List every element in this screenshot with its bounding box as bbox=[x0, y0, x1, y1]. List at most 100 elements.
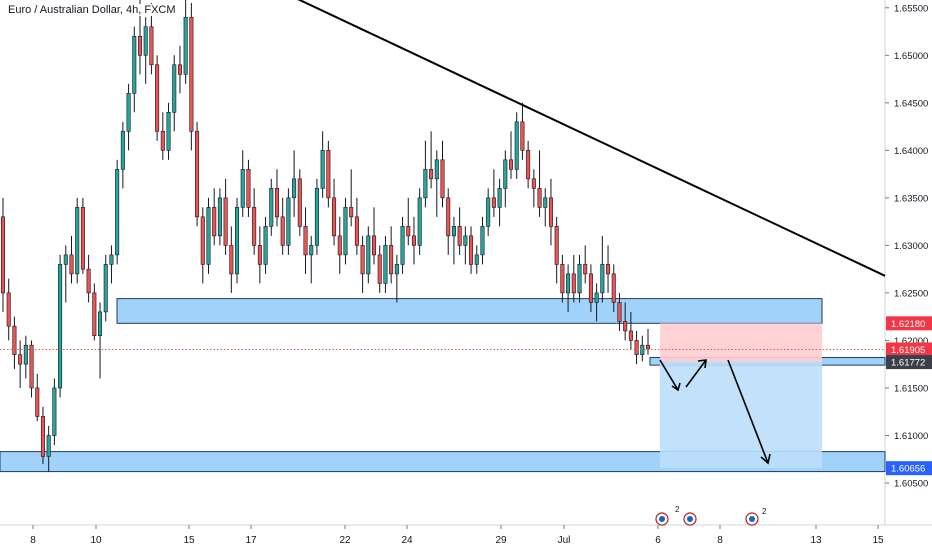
candle-body bbox=[366, 235, 371, 275]
candle-body bbox=[411, 235, 416, 246]
candle-body bbox=[372, 235, 377, 256]
resistance-zone bbox=[116, 298, 823, 324]
economic-event-flag-icon[interactable] bbox=[683, 512, 697, 526]
projection-arrow-up bbox=[685, 359, 707, 388]
candle-body bbox=[645, 344, 651, 350]
candle-body bbox=[115, 169, 120, 256]
candle-body bbox=[474, 254, 479, 265]
candle-body bbox=[98, 311, 103, 336]
event-flag-dot bbox=[749, 516, 755, 522]
candle-body bbox=[360, 245, 365, 275]
price-tick-label: 1.63000 bbox=[894, 241, 928, 252]
candle-body bbox=[332, 197, 337, 237]
candle-body bbox=[457, 226, 462, 246]
candle-body bbox=[63, 254, 68, 265]
event-count-label: 2 bbox=[762, 507, 767, 516]
candle-body bbox=[446, 197, 451, 237]
price-tick-label: 1.60500 bbox=[894, 479, 928, 490]
candle-body bbox=[58, 264, 63, 389]
arrowhead bbox=[671, 382, 681, 392]
price-tick-label: 1.63500 bbox=[894, 193, 928, 204]
candle-body bbox=[554, 226, 559, 265]
candle-body bbox=[269, 188, 274, 227]
candle-body bbox=[103, 264, 108, 313]
candle-body bbox=[600, 264, 605, 294]
candle-body bbox=[200, 216, 205, 265]
candle-body bbox=[149, 26, 154, 66]
price-badge-label: 1.61905 bbox=[891, 345, 925, 356]
candle-body bbox=[280, 216, 285, 246]
time-tick-label: 22 bbox=[339, 535, 351, 546]
price-badge bbox=[886, 461, 932, 476]
arrowhead bbox=[760, 453, 771, 465]
candle-body bbox=[628, 330, 633, 341]
candle-body bbox=[560, 264, 565, 294]
candle-body bbox=[429, 169, 434, 180]
candle-body bbox=[246, 169, 251, 208]
take-profit-area bbox=[660, 362, 822, 469]
candle-body bbox=[623, 321, 628, 332]
candle-body bbox=[286, 197, 291, 246]
price-badge bbox=[886, 342, 932, 357]
candle-body bbox=[617, 302, 622, 322]
candle-body bbox=[292, 178, 297, 199]
time-tick-label: 15 bbox=[183, 535, 195, 546]
candle-body bbox=[400, 226, 405, 265]
candle-body bbox=[195, 131, 200, 218]
candle-body bbox=[80, 207, 85, 270]
candle-body bbox=[177, 64, 182, 75]
symbol-title: Euro / Australian Dollar, 4h, FXCM bbox=[6, 4, 178, 16]
candles-layer bbox=[0, 0, 651, 472]
candle-body bbox=[75, 207, 80, 275]
candle-body bbox=[172, 64, 177, 113]
candle-body bbox=[314, 188, 319, 246]
candle-body bbox=[183, 16, 188, 75]
candle-body bbox=[257, 245, 262, 265]
time-tick-label: 6 bbox=[655, 535, 661, 546]
candle-body bbox=[252, 207, 257, 246]
event-flag-dot bbox=[659, 516, 665, 522]
candle-body bbox=[12, 325, 17, 355]
candle-body bbox=[343, 207, 348, 256]
price-tick-label: 1.62500 bbox=[894, 288, 928, 299]
candle-body bbox=[166, 112, 171, 151]
price-tick-label: 1.64500 bbox=[894, 98, 928, 109]
candle-body bbox=[531, 178, 536, 189]
time-axis[interactable]: 8 10 15 17 22 24 29 Jul 6 8 13 15 bbox=[30, 525, 884, 546]
price-axis[interactable]: 1.65500 1.65000 1.64500 1.64000 1.63500 1.630… bbox=[885, 3, 932, 490]
candle-body bbox=[463, 235, 468, 246]
candle-body bbox=[235, 207, 240, 275]
candle-body bbox=[469, 235, 474, 265]
candle-body bbox=[143, 26, 148, 56]
candle-body bbox=[508, 159, 514, 170]
candle-body bbox=[337, 235, 342, 256]
candle-body bbox=[520, 121, 525, 151]
price-tick-label: 1.65000 bbox=[894, 51, 928, 62]
candle-body bbox=[417, 197, 422, 246]
time-tick-label: 13 bbox=[810, 535, 822, 546]
candle-body bbox=[354, 216, 359, 246]
candle-body bbox=[406, 226, 411, 237]
candle-body bbox=[497, 188, 502, 208]
time-tick-label: 8 bbox=[717, 535, 723, 546]
time-tick-label: Jul bbox=[558, 535, 571, 546]
candle-body bbox=[92, 292, 97, 336]
grid bbox=[0, 0, 932, 526]
candle-body bbox=[212, 207, 217, 237]
economic-event-flag-icon[interactable] bbox=[745, 512, 759, 526]
candle-body bbox=[303, 226, 308, 256]
economic-event-flag-icon[interactable] bbox=[655, 512, 669, 526]
candle-body bbox=[543, 197, 548, 208]
candle-body bbox=[229, 245, 234, 275]
candle-body bbox=[297, 178, 302, 227]
trendline bbox=[297, 0, 886, 277]
candle-body bbox=[240, 169, 245, 208]
event-flag-dot bbox=[687, 516, 693, 522]
candle-body bbox=[69, 254, 74, 275]
candle-body bbox=[35, 387, 40, 417]
candle-body bbox=[606, 264, 611, 275]
candle-body bbox=[349, 207, 354, 218]
